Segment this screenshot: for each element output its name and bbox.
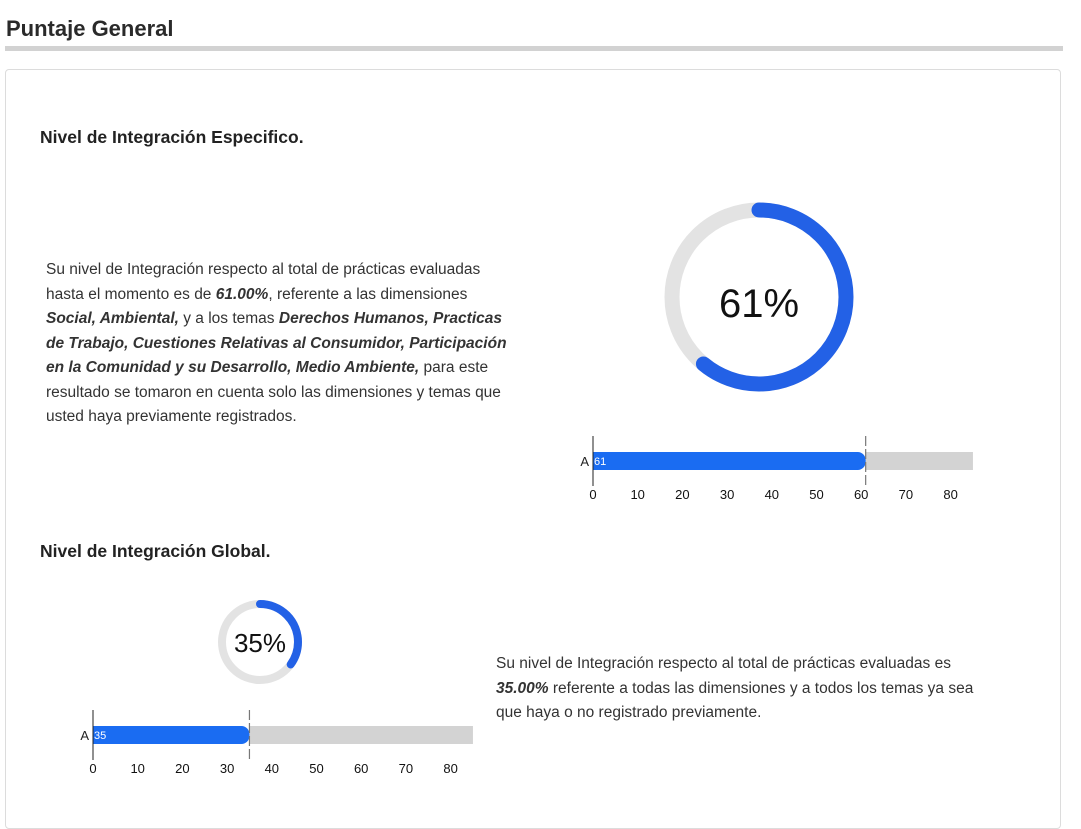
x-tick-label: 50 [809, 487, 823, 502]
global-text-1: Su nivel de Integración respecto al tota… [496, 655, 951, 672]
bar-value [93, 726, 250, 744]
x-tick-label: 20 [675, 487, 689, 502]
x-tick-label: 10 [130, 761, 144, 776]
global-percent: 35.00% [496, 679, 549, 697]
x-tick-label: 0 [589, 487, 596, 502]
global-text-2: referente a todas las dimensiones y a to… [496, 679, 974, 722]
category-label: A [80, 728, 89, 743]
specific-description: Su nivel de Integración respecto al tota… [46, 258, 516, 430]
bar-remainder [865, 452, 973, 470]
x-tick-label: 50 [309, 761, 323, 776]
score-card [5, 69, 1061, 829]
x-tick-label: 60 [354, 761, 368, 776]
bar-value-cap [93, 726, 103, 744]
x-tick-label: 20 [175, 761, 189, 776]
global-heading: Nivel de Integración Global. [40, 541, 271, 561]
global-bar-chart: A 35 0 10 20 30 40 50 60 70 80 [80, 710, 473, 776]
specific-dimensions: Social, Ambiental, [46, 310, 179, 327]
global-gauge: 35% [218, 600, 302, 684]
specific-bar-chart: A 61 0 10 20 30 40 50 60 70 80 [580, 436, 973, 502]
gauge-label: 61% [719, 282, 799, 326]
bar-value-label: 35 [94, 730, 106, 742]
global-description: Su nivel de Integración respecto al tota… [496, 652, 986, 726]
bar-value [593, 452, 866, 470]
specific-text-4: para este resultado se tomaron en cuenta… [46, 359, 501, 425]
bar-value-cap [593, 452, 603, 470]
specific-percent: 61.00% [215, 285, 269, 303]
x-tick-label: 40 [265, 761, 279, 776]
x-tick-label: 40 [765, 487, 779, 502]
specific-text-3: y a los temas [178, 310, 279, 327]
gauge-arc [664, 202, 854, 392]
gauge-label: 35% [234, 628, 286, 658]
bar-remainder [249, 726, 473, 744]
title-divider [5, 46, 1063, 51]
category-label: A [580, 454, 589, 469]
page-title: Puntaje General [6, 16, 174, 41]
gauge-arc [218, 600, 302, 684]
x-tick-label: 80 [443, 761, 457, 776]
x-tick-label: 70 [399, 761, 413, 776]
specific-heading: Nivel de Integración Especifico. [40, 127, 304, 147]
x-tick-label: 70 [899, 487, 913, 502]
x-tick-label: 10 [630, 487, 644, 502]
bar-value-label: 61 [594, 456, 606, 468]
x-tick-label: 60 [854, 487, 868, 502]
x-tick-label: 30 [220, 761, 234, 776]
specific-text-2: , referente a las dimensiones [268, 285, 468, 303]
specific-gauge: 61% [664, 202, 854, 392]
x-tick-label: 80 [943, 487, 957, 502]
x-tick-label: 30 [720, 487, 734, 502]
specific-themes: Derechos Humanos, Practicas de Trabajo, … [46, 310, 507, 376]
specific-text-1: Su nivel de Integración respecto al tota… [46, 261, 481, 303]
x-tick-label: 0 [89, 761, 96, 776]
